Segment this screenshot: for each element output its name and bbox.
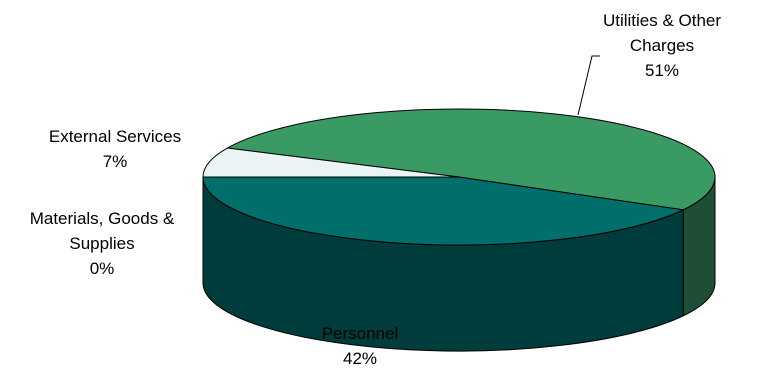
label-materials-line2: Supplies <box>69 234 135 253</box>
label-utilities-percent: 51% <box>644 61 680 80</box>
label-materials-line1: Materials, Goods & <box>29 209 175 228</box>
label-utilities-line2: Charges <box>629 36 695 55</box>
label-utilities-line1: Utilities & Other <box>602 11 722 30</box>
label-materials-goods-supplies: Materials, Goods & Supplies 0% <box>0 206 204 281</box>
label-external-line1: External Services <box>48 127 182 146</box>
label-materials-percent: 0% <box>89 259 115 278</box>
pie-tops <box>202 108 716 246</box>
pie-slice-personnel <box>202 176 684 246</box>
label-external-percent: 7% <box>102 152 128 171</box>
label-external-services: External Services 7% <box>20 124 210 174</box>
label-utilities-other-charges: Utilities & Other Charges 51% <box>582 8 742 83</box>
pie-slice-external-services <box>202 147 460 178</box>
label-personnel: Personnel 42% <box>280 321 440 371</box>
label-personnel-line1: Personnel <box>321 324 399 343</box>
label-personnel-percent: 42% <box>342 349 378 368</box>
leader-line-utilities <box>577 55 600 116</box>
pie-slice-utilities-other-charges <box>226 108 716 211</box>
